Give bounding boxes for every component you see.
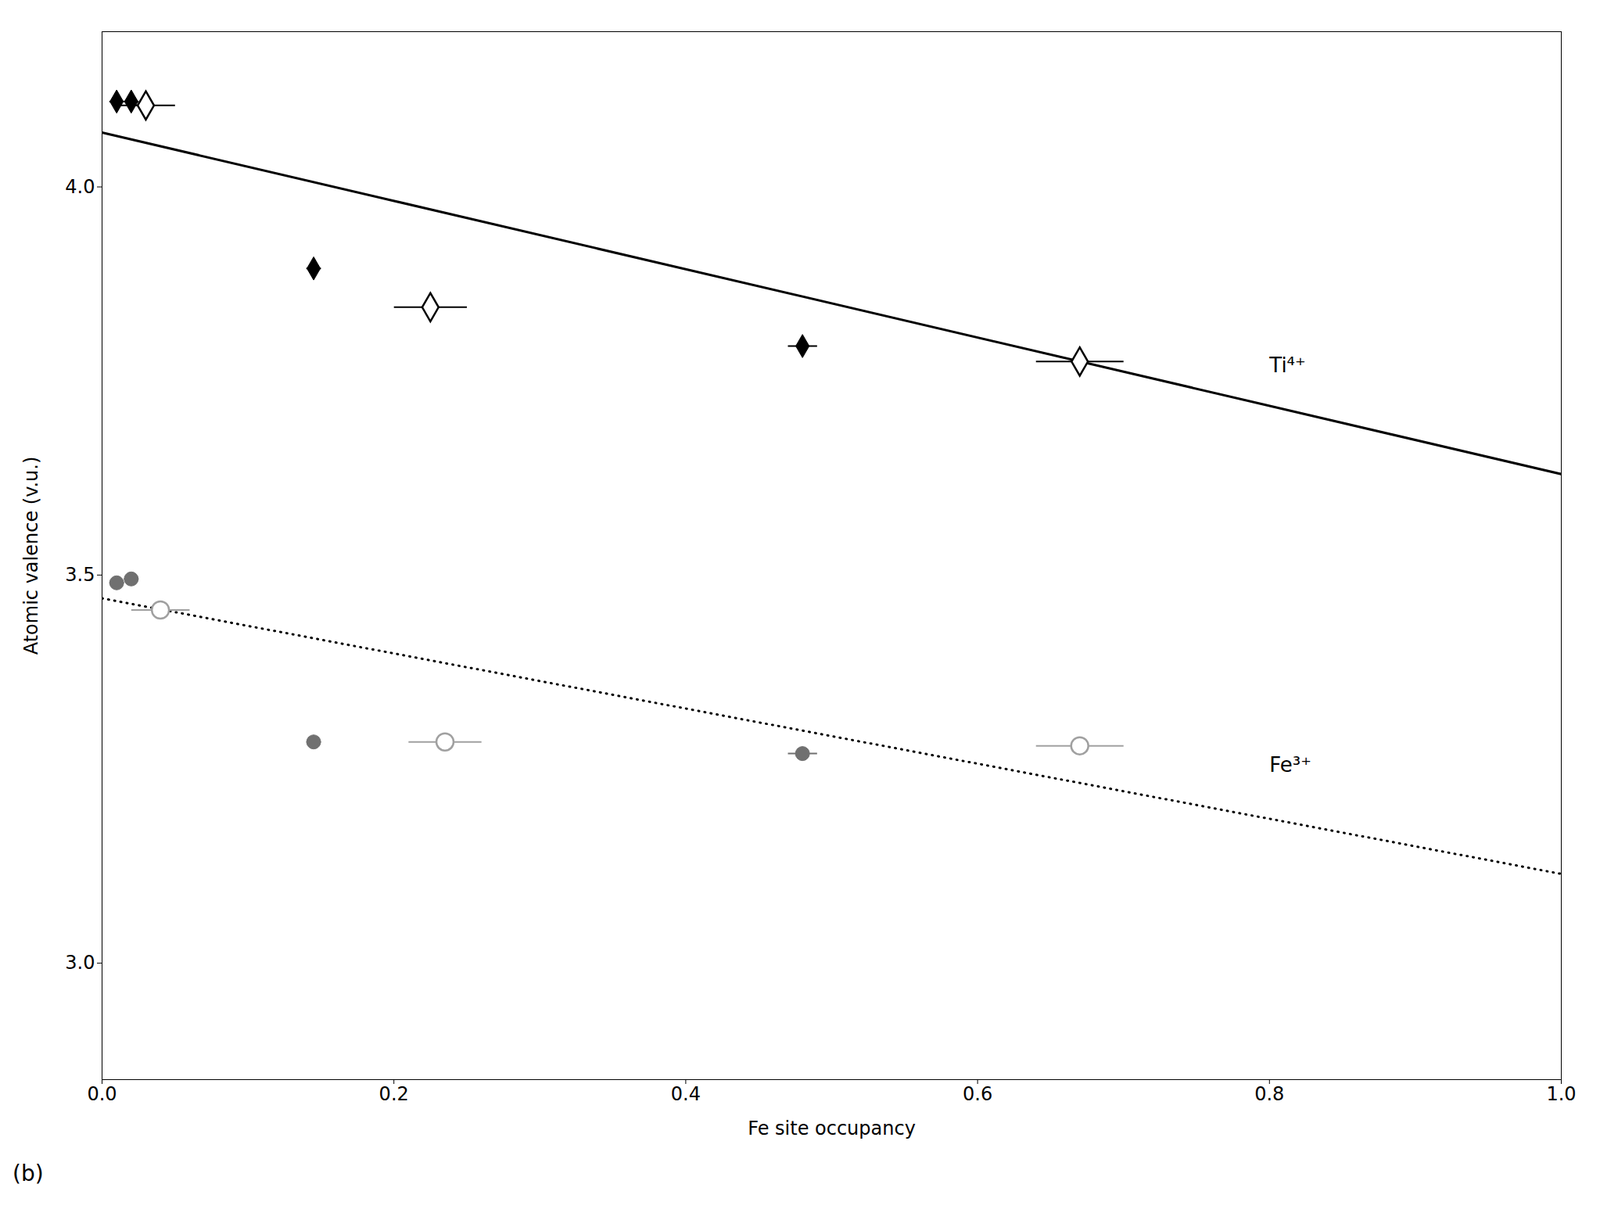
svg-text:Ti⁴⁺: Ti⁴⁺ [1268, 353, 1306, 377]
svg-text:0.4: 0.4 [670, 1083, 701, 1105]
svg-text:1.0: 1.0 [1546, 1083, 1576, 1105]
html-text:(b): (b) [12, 1160, 44, 1187]
svg-text:Fe site occupancy: Fe site occupancy [747, 1117, 916, 1140]
svg-text:0.8: 0.8 [1254, 1083, 1285, 1105]
svg-text:0.6: 0.6 [962, 1083, 993, 1105]
svg-text:0.0: 0.0 [86, 1083, 117, 1105]
svg-text:3.5: 3.5 [64, 563, 95, 586]
svg-text:Atomic valence (v.u.): Atomic valence (v.u.) [20, 456, 43, 656]
svg-text:4.0: 4.0 [64, 175, 95, 198]
svg-text:0.2: 0.2 [379, 1083, 409, 1105]
svg-text:Fe³⁺: Fe³⁺ [1269, 753, 1312, 777]
svg-text:3.0: 3.0 [64, 951, 95, 974]
